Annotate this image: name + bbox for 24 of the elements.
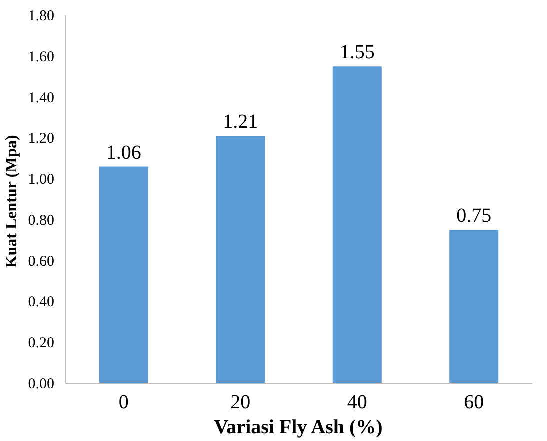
bar [216, 136, 266, 384]
y-tick-label: 0.00 [28, 376, 54, 392]
y-tick-label: 1.20 [28, 131, 54, 148]
data-label: 1.06 [106, 142, 142, 164]
x-tick-label: 60 [464, 392, 484, 414]
y-tick-label: 1.00 [28, 172, 54, 188]
data-label: 1.21 [223, 111, 258, 134]
data-label: 1.55 [340, 42, 375, 64]
bar [332, 66, 382, 384]
x-tick-label: 0 [118, 392, 129, 414]
y-tick-label: 1.60 [28, 49, 54, 66]
data-label: 0.75 [456, 205, 492, 228]
y-tick-label: 0.40 [28, 294, 54, 311]
y-tick-label: 1.40 [28, 90, 54, 106]
y-axis-title: Kuat Lentur (Mpa) [3, 135, 20, 268]
y-tick-label: 0.80 [28, 212, 54, 229]
x-tick-label: 20 [230, 392, 251, 414]
bar [450, 230, 499, 384]
y-tick-label: 0.60 [28, 254, 54, 270]
x-tick-label: 40 [347, 392, 368, 414]
y-tick-label: 1.80 [28, 8, 54, 24]
y-tick-label: 0.20 [28, 336, 54, 352]
bar [99, 166, 148, 384]
x-axis-title: Variasi Fly Ash (%) [214, 416, 383, 438]
